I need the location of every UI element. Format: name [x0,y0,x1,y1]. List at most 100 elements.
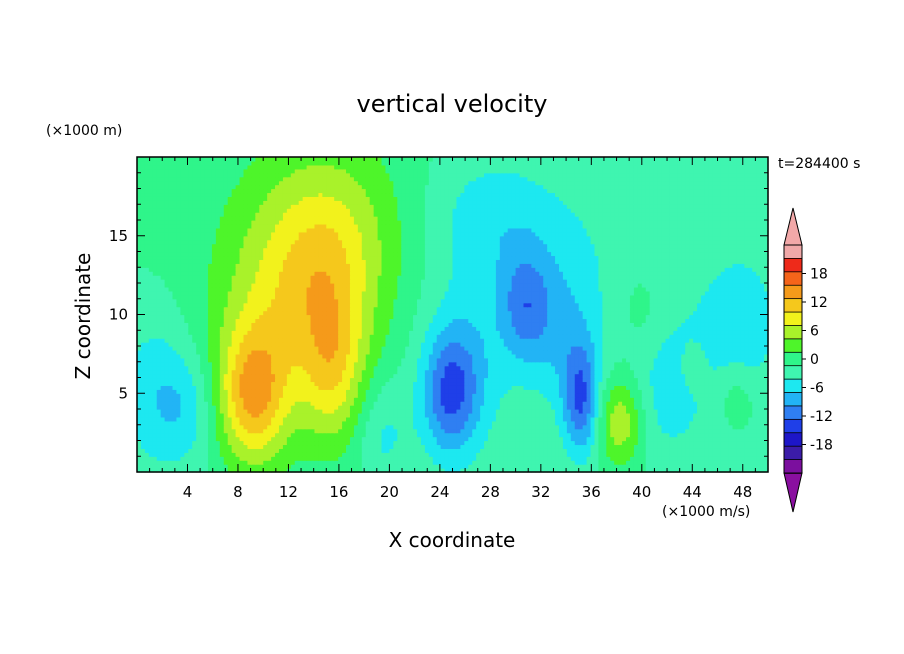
field-cell [409,365,414,371]
field-cell [677,456,682,461]
field-cell [452,405,458,410]
field-cell [551,440,556,446]
field-cell [290,436,296,442]
field-cell [282,412,288,418]
field-cell [535,401,540,406]
field-cell [176,440,181,446]
field-cell [629,365,635,371]
field-cell [192,373,197,379]
field-cell [764,452,769,457]
field-cell [306,456,312,461]
field-cell [484,385,489,390]
field-cell [669,377,674,383]
field-cell [452,357,458,363]
field-cell [708,385,714,390]
field-cell [610,412,615,418]
field-cell [223,377,229,383]
field-cell [298,369,304,375]
field-cell [527,405,532,410]
field-cell [574,405,580,410]
field-cell [401,420,406,426]
field-cell [227,412,233,418]
field-cell [708,428,714,434]
field-cell [760,373,765,379]
field-cell [381,432,387,438]
field-cell [184,369,189,375]
field-cell [728,373,734,379]
field-cell [420,409,426,414]
field-cell [633,436,639,442]
field-cell [693,409,698,414]
field-cell [144,460,150,465]
field-cell [389,377,394,383]
field-cell [614,440,619,446]
field-cell [700,456,706,461]
field-cell [736,409,741,414]
field-cell [732,397,738,402]
field-cell [188,346,193,351]
field-cell [519,385,525,390]
field-cell [349,401,355,406]
field-cell [263,468,268,473]
field-cell [251,357,256,363]
field-cell [207,365,213,371]
field-cell [503,460,509,465]
field-cell [381,353,387,359]
field-cell [677,401,682,406]
field-cell [720,464,726,469]
field-cell [476,389,481,394]
field-cell [385,468,390,473]
field-cell [622,460,627,465]
field-cell [527,365,532,371]
field-cell [152,377,158,383]
field-cell [156,365,162,371]
field-cell [420,440,426,446]
field-cell [570,365,576,371]
field-cell [641,436,647,442]
field-cell [294,389,300,394]
field-cell [689,401,694,406]
field-cell [503,432,509,438]
field-cell [318,432,323,438]
field-cell [361,412,367,418]
field-cell [720,389,726,394]
field-cell [712,385,718,390]
field-cell [275,353,280,359]
field-cell [460,432,465,438]
field-cell [515,397,521,402]
field-cell [594,405,600,410]
field-cell [618,409,623,414]
field-cell [547,397,552,402]
field-cell [440,452,446,457]
field-cell [200,373,205,379]
field-cell [531,393,536,398]
field-cell [689,381,694,386]
field-cell [377,436,383,442]
field-cell [507,357,513,363]
field-cell [215,409,221,414]
field-cell [180,397,185,402]
field-cell [156,416,162,422]
field-cell [756,424,761,430]
field-cell [693,432,698,438]
field-cell [322,405,327,410]
field-cell [539,444,544,449]
field-cell [645,432,651,438]
field-cell [752,456,757,461]
field-cell [558,464,564,469]
field-cell [736,357,741,363]
field-cell [700,357,706,363]
field-cell [432,464,438,469]
field-cell [480,412,485,418]
field-cell [259,452,264,457]
field-cell [586,432,592,438]
field-cell [606,389,611,394]
field-cell [712,432,718,438]
field-cell [480,432,485,438]
field-cell [586,448,592,453]
field-cell [452,365,458,371]
field-cell [570,448,576,453]
field-cell [697,405,702,410]
field-cell [318,393,323,398]
field-cell [468,357,473,363]
